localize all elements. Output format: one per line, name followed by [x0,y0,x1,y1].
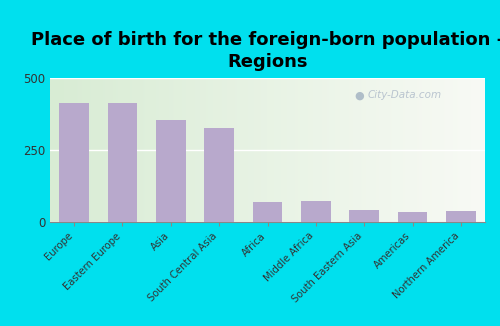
Bar [108,103,138,222]
Bar [446,211,476,222]
Bar [59,103,89,222]
Bar [301,201,331,222]
Bar [349,210,379,222]
Bar [156,120,186,222]
Bar [252,201,282,222]
Text: City-Data.com: City-Data.com [368,90,442,100]
Text: ●: ● [354,90,364,100]
Bar [398,212,428,222]
Bar [204,128,234,222]
Title: Place of birth for the foreign-born population -
Regions: Place of birth for the foreign-born popu… [31,31,500,71]
